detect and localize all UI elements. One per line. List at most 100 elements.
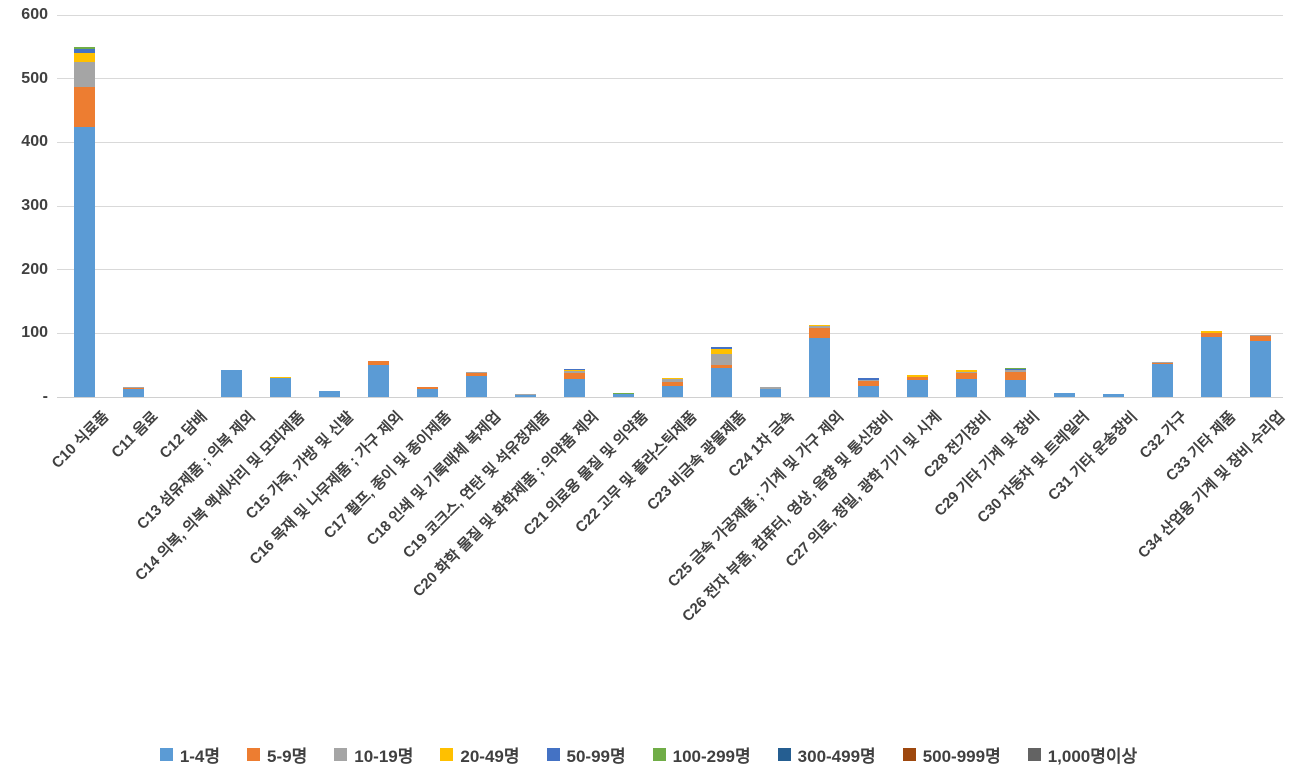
bar-segment-C33-20-49명[interactable] (1200, 331, 1222, 333)
bar-segment-C21-20-49명[interactable] (612, 393, 634, 394)
gridline-500 (57, 78, 1283, 80)
bar-segment-C20-50-99명[interactable] (563, 369, 585, 370)
bar-segment-C29-100-299명[interactable] (1004, 367, 1026, 369)
bar-segment-C23-50-99명[interactable] (710, 346, 732, 349)
bar-segment-C34-10-19명[interactable] (1249, 335, 1271, 336)
gridline-400 (57, 141, 1283, 143)
bar-segment-C14-20-49명[interactable] (269, 376, 291, 378)
bar-segment-C22-10-19명[interactable] (661, 379, 683, 382)
bar-segment-C24-1-4명[interactable] (759, 388, 781, 397)
bar-segment-C32-5-9명[interactable] (1151, 362, 1173, 364)
bar-segment-C29-5-9명[interactable] (1004, 372, 1026, 381)
bar-segment-C29-10-19명[interactable] (1004, 370, 1026, 373)
bar-segment-C26-50-99명[interactable] (857, 377, 879, 380)
x-category-label-C17: C17 펄프, 종이 및 종이제품 (321, 408, 456, 543)
bar-segment-C10-5-9명[interactable] (73, 86, 95, 128)
bar-segment-C25-1-4명[interactable] (808, 337, 830, 397)
bar-segment-C10-100-299명[interactable] (73, 46, 95, 49)
bar-segment-C18-5-9명[interactable] (465, 373, 487, 376)
bar-segment-C32-1-4명[interactable] (1151, 363, 1173, 397)
bar-segment-C16-5-9명[interactable] (367, 361, 389, 365)
bar-segment-C15-1-4명[interactable] (318, 390, 340, 397)
bar-segment-C10-50-99명[interactable] (73, 48, 95, 54)
bar-segment-C11-5-9명[interactable] (122, 387, 144, 390)
bar-segment-C20-5-9명[interactable] (563, 372, 585, 380)
legend-item-5-9명[interactable]: 5-9명 (247, 742, 307, 767)
bar-segment-C21-1-4명[interactable] (612, 393, 634, 397)
legend-item-50-99명[interactable]: 50-99명 (546, 742, 626, 767)
bar-segment-C25-20-49명[interactable] (808, 325, 830, 327)
legend-item-1,000명이상[interactable]: 1,000명이상 (1027, 742, 1137, 767)
legend-item-100-299명[interactable]: 100-299명 (652, 742, 751, 767)
bar-segment-C18-1-4명[interactable] (465, 376, 487, 397)
bar-segment-C28-5-9명[interactable] (955, 373, 977, 380)
x-category-label-C21: C21 의료용 물질 및 의약품 (520, 408, 652, 540)
legend-item-20-49명[interactable]: 20-49명 (440, 742, 520, 767)
legend-item-300-499명[interactable]: 300-499명 (777, 742, 876, 767)
x-category-label-C28: C28 전기장비 (920, 408, 995, 482)
x-category-label-C30: C30 자동차 및 트레일러 (973, 408, 1093, 527)
x-category-label-C34: C34 산업용 기계 및 장비 수리업 (1134, 408, 1289, 562)
bar-segment-C19-1-4명[interactable] (514, 394, 536, 397)
bar-segment-C26-10-19명[interactable] (857, 379, 879, 382)
bar-segment-C26-5-9명[interactable] (857, 381, 879, 387)
bar-segment-C13-1-4명[interactable] (220, 370, 242, 397)
legend-item-10-19명[interactable]: 10-19명 (334, 742, 413, 767)
bar-segment-C20-1-4명[interactable] (563, 379, 585, 397)
bar-segment-C17-5-9명[interactable] (416, 387, 438, 389)
bar-segment-C33-1-4명[interactable] (1200, 336, 1222, 397)
bar-segment-C14-5-9명[interactable] (269, 377, 291, 378)
x-category-label-C22: C22 고무 및 플라스틱제품 (571, 408, 701, 537)
bar-segment-C29-1-4명[interactable] (1004, 380, 1026, 397)
bar-segment-C22-5-9명[interactable] (661, 381, 683, 386)
bar-segment-C19-10-19명[interactable] (514, 393, 536, 395)
bar-segment-C25-5-9명[interactable] (808, 327, 830, 338)
bar-segment-C11-1-4명[interactable] (122, 389, 144, 397)
gridline-100 (57, 332, 1283, 334)
bar-segment-C10-1-4명[interactable] (73, 127, 95, 397)
bar-segment-C25-10-19명[interactable] (808, 326, 830, 328)
bar-segment-C27-20-49명[interactable] (906, 375, 928, 377)
bar-segment-C22-20-49명[interactable] (661, 377, 683, 380)
bar-segment-C22-1-4명[interactable] (661, 385, 683, 397)
bar-segment-C14-1-4명[interactable] (269, 377, 291, 397)
legend-label: 100-299명 (672, 747, 751, 766)
bar-segment-C28-1-4명[interactable] (955, 379, 977, 397)
bar-segment-C30-1-4명[interactable] (1053, 392, 1075, 397)
legend-swatch-icon (1027, 748, 1041, 761)
bar-segment-C29-50-99명[interactable] (1004, 368, 1026, 371)
legend-item-1-4명[interactable]: 1-4명 (159, 742, 220, 767)
legend-swatch-icon (334, 748, 348, 761)
bar-segment-C18-10-19명[interactable] (465, 372, 487, 374)
bar-segment-C31-1-4명[interactable] (1102, 393, 1124, 397)
x-category-label-C18: C18 인쇄 및 기록매체 복제업 (363, 408, 505, 549)
bar-segment-C16-1-4명[interactable] (367, 364, 389, 397)
x-category-label-C23: C23 비금속 광물제품 (643, 408, 750, 514)
bar-segment-C20-10-19명[interactable] (563, 370, 585, 373)
bar-segment-C27-1-4명[interactable] (906, 380, 928, 397)
bar-segment-C26-1-4명[interactable] (857, 386, 879, 397)
bar-segment-C20-20-49명[interactable] (563, 369, 585, 371)
bar-segment-C34-5-9명[interactable] (1249, 335, 1271, 341)
bar-segment-C10-20-49명[interactable] (73, 53, 95, 63)
bar-segment-C27-5-9명[interactable] (906, 376, 928, 381)
bar-segment-C34-1-4명[interactable] (1249, 340, 1271, 397)
x-category-label-C19: C19 코크스, 연탄 및 석유정제품 (399, 408, 554, 562)
bar-segment-C23-1-4명[interactable] (710, 367, 732, 397)
bar-segment-C10-10-19명[interactable] (73, 62, 95, 87)
bar-segment-C23-10-19명[interactable] (710, 353, 732, 365)
bar-segment-C33-5-9명[interactable] (1200, 332, 1222, 337)
x-category-label-C31: C31 기타 운송장비 (1045, 408, 1142, 505)
bar-segment-C17-1-4명[interactable] (416, 388, 438, 397)
bar-segment-C23-20-49명[interactable] (710, 348, 732, 354)
bar-segment-C24-10-19명[interactable] (759, 386, 781, 389)
legend-item-500-999명[interactable]: 500-999명 (902, 742, 1001, 767)
bar-segment-C32-10-19명[interactable] (1151, 362, 1173, 363)
bar-segment-C28-10-19명[interactable] (955, 371, 977, 374)
bar-segment-C23-5-9명[interactable] (710, 364, 732, 368)
bar-segment-C21-100-299명[interactable] (612, 392, 634, 394)
bar-segment-C28-20-49명[interactable] (955, 370, 977, 372)
bar-segment-C11-10-19명[interactable] (122, 386, 144, 388)
x-category-label-C33: C33 기타 제품 (1162, 408, 1240, 485)
y-tick-label-0: - (42, 388, 48, 405)
